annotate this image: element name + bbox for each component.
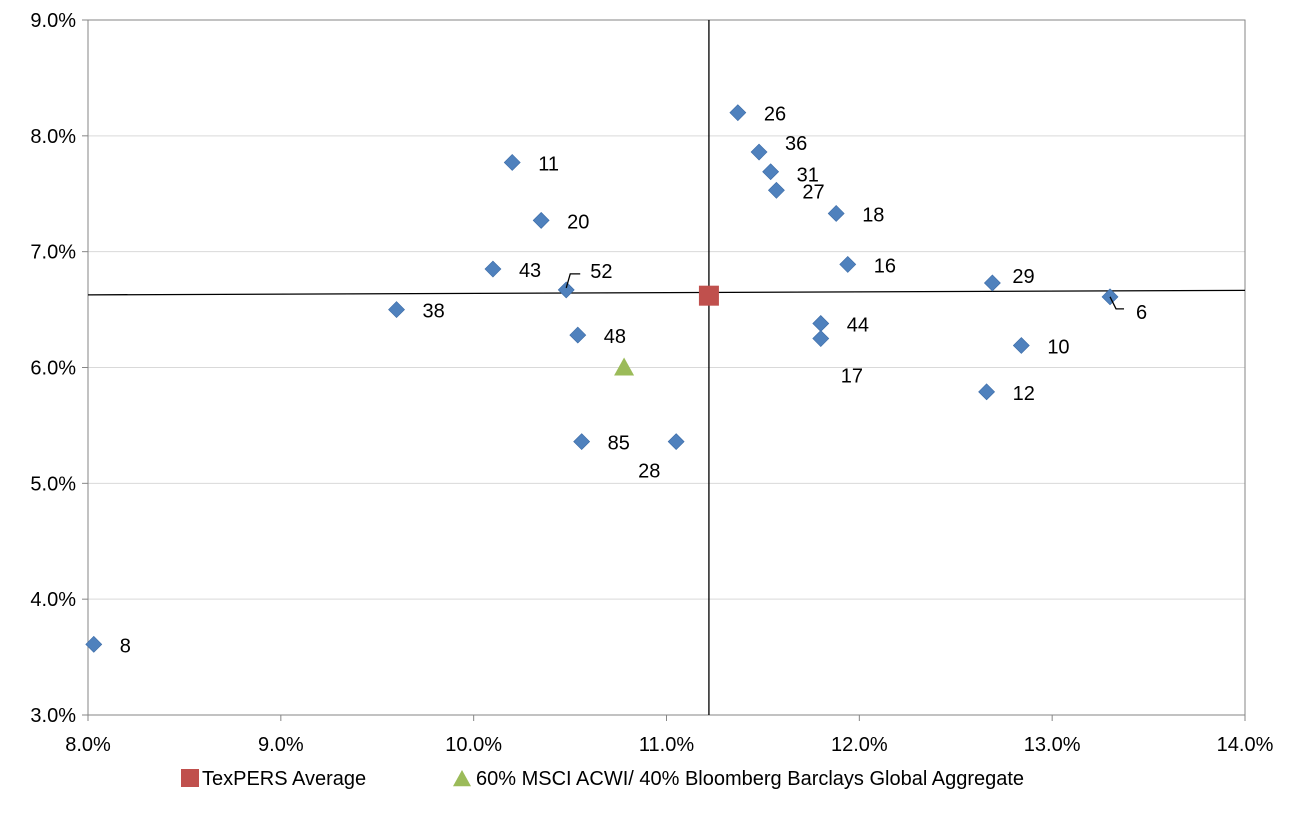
data-point (1012, 337, 1030, 354)
data-point (85, 635, 103, 653)
gridlines (88, 135, 1245, 600)
data-points (85, 104, 1119, 653)
data-label: 28 (638, 461, 660, 483)
data-point (983, 274, 1001, 292)
y-tick-label: 7.0% (30, 242, 76, 264)
x-tick-label: 11.0% (639, 734, 694, 756)
axis-ticks: 3.0% 4.0% 5.0% 6.0% 7.0% 8.0% 9.0% 8.0% 9.0% 10.0… (30, 10, 1273, 756)
data-point (484, 260, 502, 278)
data-point (573, 433, 591, 451)
x-tick-label: 12.0% (831, 734, 888, 756)
data-label: 16 (874, 255, 896, 277)
data-label: 43 (519, 260, 541, 282)
data-label: 29 (1012, 266, 1034, 288)
data-point (767, 181, 785, 199)
data-label: 44 (847, 314, 869, 336)
data-label: 31 (797, 165, 819, 187)
data-point (503, 154, 521, 171)
legend: TexPERS Average 60% MSCI ACWI/ 40% Bloomb… (181, 768, 1024, 790)
y-tick-label: 8.0% (30, 126, 76, 148)
data-label: 11 (538, 153, 559, 175)
data-label: 17 (841, 366, 863, 388)
data-point (762, 163, 780, 181)
data-point (532, 211, 550, 229)
legend-label: 60% MSCI ACWI/ 40% Bloomberg Barclays Gl… (476, 768, 1024, 790)
average-point (698, 285, 719, 306)
y-tick-label: 6.0% (30, 358, 76, 380)
data-point (388, 301, 405, 319)
legend-square-icon (181, 769, 199, 787)
legend-triangle-icon (453, 770, 471, 787)
label-leader-line (1109, 296, 1125, 310)
x-tick-label: 13.0% (1024, 734, 1081, 756)
data-point (729, 104, 747, 122)
data-point (557, 281, 575, 299)
data-label: 38 (423, 301, 445, 323)
x-tick-label: 10.0% (445, 734, 502, 756)
data-label: 48 (604, 326, 626, 348)
data-label: 85 (608, 433, 630, 455)
label-leader-line (565, 273, 581, 289)
data-point (569, 326, 587, 344)
average-return-line (87, 289, 1246, 296)
data-point (750, 143, 768, 161)
data-label: 6 (1136, 302, 1147, 324)
data-point (978, 383, 996, 401)
data-label: 10 (1047, 336, 1069, 358)
legend-label: TexPERS Average (202, 768, 366, 790)
data-point (827, 205, 845, 222)
data-label: 12 (1013, 383, 1035, 405)
data-point (839, 255, 857, 273)
benchmark-point (614, 357, 635, 376)
reference-lines (87, 20, 1246, 715)
y-tick-label: 9.0% (30, 10, 76, 32)
data-point (812, 330, 830, 347)
data-label: 18 (862, 204, 884, 226)
data-label: 27 (802, 181, 824, 203)
data-label: 20 (567, 211, 589, 233)
x-tick-label: 9.0% (258, 734, 304, 756)
data-point (812, 315, 830, 332)
data-label: 26 (764, 104, 786, 126)
y-tick-label: 4.0% (30, 589, 76, 611)
data-point (667, 433, 685, 451)
data-label: 8 (120, 635, 131, 657)
x-tick-label: 14.0% (1217, 734, 1274, 756)
data-label: 36 (785, 133, 807, 155)
y-tick-label: 3.0% (30, 705, 76, 727)
y-tick-label: 5.0% (30, 473, 76, 495)
x-tick-label: 8.0% (65, 734, 111, 756)
data-label: 52 (590, 261, 612, 283)
